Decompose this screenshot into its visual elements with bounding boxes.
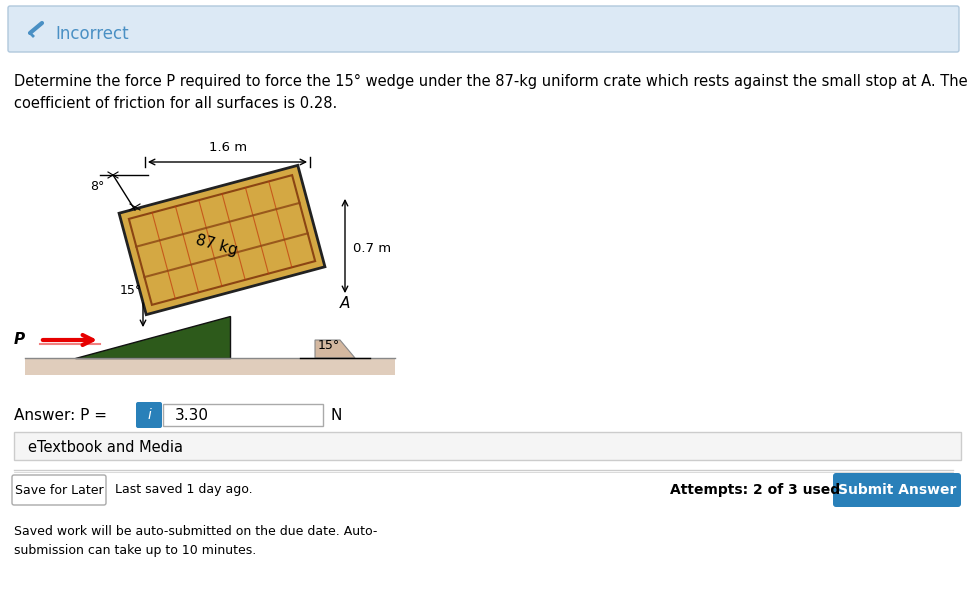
- Text: A: A: [340, 296, 350, 310]
- Text: eTextbook and Media: eTextbook and Media: [28, 441, 183, 455]
- Text: 15°: 15°: [120, 283, 142, 296]
- Text: Saved work will be auto-submitted on the due date. Auto-
submission can take up : Saved work will be auto-submitted on the…: [14, 525, 377, 557]
- Polygon shape: [75, 316, 230, 358]
- Text: 8°: 8°: [90, 180, 104, 193]
- Text: Attempts: 2 of 3 used: Attempts: 2 of 3 used: [670, 483, 840, 497]
- Polygon shape: [119, 166, 325, 315]
- Text: Save for Later: Save for Later: [15, 484, 103, 497]
- Text: Incorrect: Incorrect: [55, 25, 129, 43]
- FancyBboxPatch shape: [163, 404, 323, 426]
- Text: Determine the force P required to force the 15° wedge under the 87-kg uniform cr: Determine the force P required to force …: [14, 74, 967, 111]
- Text: Last saved 1 day ago.: Last saved 1 day ago.: [115, 484, 252, 497]
- Text: 1.6 m: 1.6 m: [209, 141, 247, 154]
- Text: i: i: [147, 408, 151, 422]
- FancyBboxPatch shape: [833, 473, 961, 507]
- FancyBboxPatch shape: [136, 402, 162, 428]
- FancyBboxPatch shape: [8, 6, 959, 52]
- Text: 15°: 15°: [318, 339, 340, 352]
- Polygon shape: [25, 358, 395, 375]
- Text: Answer: P =: Answer: P =: [14, 408, 107, 422]
- Text: P: P: [14, 333, 25, 348]
- FancyBboxPatch shape: [14, 432, 961, 460]
- Text: 0.7 m: 0.7 m: [353, 241, 391, 254]
- Text: Submit Answer: Submit Answer: [837, 483, 956, 497]
- Text: N: N: [330, 408, 341, 422]
- Polygon shape: [315, 340, 355, 358]
- Text: 3.30: 3.30: [175, 408, 209, 422]
- FancyBboxPatch shape: [12, 475, 106, 505]
- Text: 87 kg: 87 kg: [194, 232, 240, 258]
